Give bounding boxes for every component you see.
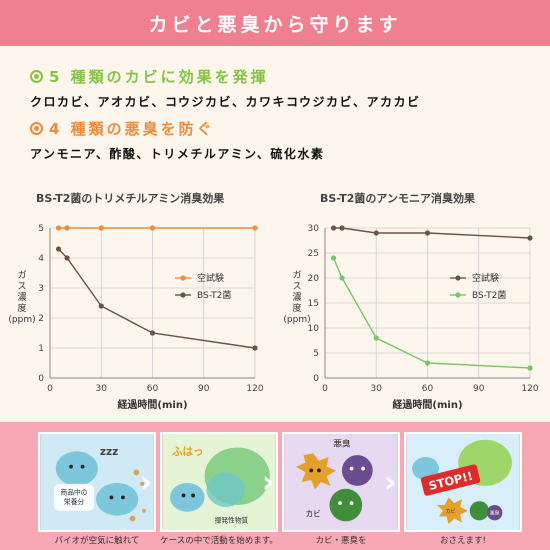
active-bacteria-icon: ふはっ 揮発性物質: [162, 434, 276, 530]
x-tick-label: 0: [47, 384, 53, 394]
x-tick-label: 120: [521, 384, 538, 394]
data-point: [339, 275, 345, 281]
data-point: [373, 230, 379, 236]
y-tick-label: 25: [308, 249, 319, 259]
x-tick-label: 60: [422, 384, 434, 394]
y-tick-label: 30: [308, 224, 320, 234]
x-tick-label: 90: [473, 384, 485, 394]
data-point: [64, 225, 70, 231]
zzz-label: zzz: [100, 446, 118, 458]
data-point: [424, 360, 431, 366]
x-tick-label: 0: [322, 384, 328, 394]
odor-effect-list: アンモニア、酢酸、トリメチルアミン、硫化水素: [30, 147, 325, 161]
step-3-caption: カビ・悪臭を: [315, 536, 367, 546]
ammonia-chart: 0 5 10 15 20 25 30 0 30 60 90 120 経過時間(min) ガス濃度(ppm)…: [283, 224, 538, 411]
x-tick-label: 90: [198, 384, 210, 394]
y-tick-label: 4: [38, 254, 44, 264]
data-point: [330, 225, 337, 231]
sleeping-bacteria-icon: zzz 商品中の 栄養分: [40, 434, 154, 530]
data-point: [252, 225, 258, 231]
trimethylamine-chart: 0 1 2 3 4 5 0 30 60 90 120 経過時間(min) ガス濃度(ppm) 空試験 BS-…: [8, 224, 263, 411]
data-point: [252, 345, 258, 351]
data-point: [64, 255, 70, 261]
legend-marker: [455, 292, 461, 298]
y-axis-label: ガス濃度(ppm): [8, 270, 35, 325]
y-tick-label: 5: [38, 224, 44, 234]
bullet-icon: [30, 122, 43, 135]
y-axis-label: ガス濃度(ppm): [283, 270, 310, 325]
y-tick-label: 1: [38, 344, 44, 354]
data-point: [55, 225, 62, 231]
data-point: [330, 255, 337, 261]
data-point: [339, 225, 345, 231]
step-1-caption: バイオが空気に触れて: [54, 536, 140, 546]
x-tick-label: 120: [246, 384, 263, 394]
step-1-panel: zzz 商品中の 栄養分: [38, 432, 156, 532]
mold-label: カビ: [305, 510, 321, 519]
odor-label: 悪臭: [333, 437, 351, 449]
legend-label: 空試験: [472, 272, 499, 284]
legend-label: BS-T2菌: [472, 289, 506, 301]
bullet-icon: [30, 70, 43, 83]
data-point: [149, 225, 156, 231]
legend-label: 空試験: [197, 272, 224, 284]
chart-1-title: BS-T2菌のトリメチルアミン消臭効果: [36, 192, 225, 205]
header-banner: カビと悪臭から守ります: [0, 0, 550, 46]
y-tick-label: 3: [38, 284, 44, 294]
nutrient-label-2: 栄養分: [64, 497, 84, 506]
data-point: [527, 235, 533, 241]
legend-marker: [180, 275, 186, 281]
x-axis-label: 経過時間(min): [117, 398, 187, 411]
data-point: [98, 303, 104, 309]
series-line-0: [333, 227, 531, 239]
y-tick-label: 0: [38, 374, 44, 384]
y-tick-label: 5: [313, 349, 319, 359]
odor-effect-title: 4 種類の悪臭を防ぐ: [49, 120, 215, 138]
step-4-caption: おさえます!: [440, 536, 486, 546]
data-point: [424, 230, 431, 236]
step-2-panel: ふはっ 揮発性物質: [160, 432, 278, 532]
y-tick-label: 15: [308, 299, 319, 309]
volatile-label: 揮発性物質: [215, 515, 249, 524]
chevron-right-icon: ›: [384, 465, 397, 500]
y-tick-label: 2: [38, 314, 44, 324]
nutrient-label-1: 商品中の: [61, 487, 88, 496]
stop-mold-label: カビ: [446, 508, 456, 515]
x-tick-label: 30: [96, 384, 108, 394]
legend-marker: [455, 275, 461, 281]
data-point: [55, 246, 62, 252]
series-line-1: [332, 257, 531, 369]
legend-marker: [180, 292, 186, 298]
fuha-label: ふはっ: [172, 446, 204, 458]
data-point: [373, 335, 379, 341]
y-tick-label: 10: [308, 324, 320, 334]
chevron-right-icon: ›: [140, 465, 153, 500]
x-tick-label: 60: [147, 384, 159, 394]
chevron-right-icon: ›: [262, 465, 275, 500]
x-axis-label: 経過時間(min): [392, 398, 462, 411]
stop-sign-icon: STOP!! カビ 悪臭: [406, 434, 520, 530]
chart-2-title: BS-T2菌のアンモニア消臭効果: [320, 192, 475, 205]
y-tick-label: 0: [313, 374, 319, 384]
mold-effect-list: クロカビ、アオカビ、コウジカビ、カワキコウジカビ、アカカビ: [30, 95, 421, 109]
step-2-caption: ケースの中で活動を始めます。: [160, 536, 278, 546]
step-4-panel: STOP!! カビ 悪臭: [404, 432, 522, 532]
mold-odor-icon: 悪臭 カビ: [284, 434, 398, 530]
y-tick-label: 20: [308, 274, 320, 284]
data-point: [98, 225, 104, 231]
mold-effect-title: 5 種類のカビに効果を発揮: [49, 68, 269, 86]
data-point: [527, 365, 533, 371]
odor-effect-block: 4 種類の悪臭を防ぐ アンモニア、酢酸、トリメチルアミン、硫化水素: [30, 118, 324, 162]
header-title: カビと悪臭から守ります: [148, 13, 402, 36]
stop-odor-label: 悪臭: [490, 510, 500, 517]
step-3-panel: 悪臭 カビ: [282, 432, 400, 532]
mold-effect-block: 5 種類のカビに効果を発揮 クロカビ、アオカビ、コウジカビ、カワキコウジカビ、ア…: [30, 66, 421, 110]
x-tick-label: 30: [371, 384, 383, 394]
legend-label: BS-T2菌: [197, 289, 231, 301]
data-point: [149, 330, 156, 336]
